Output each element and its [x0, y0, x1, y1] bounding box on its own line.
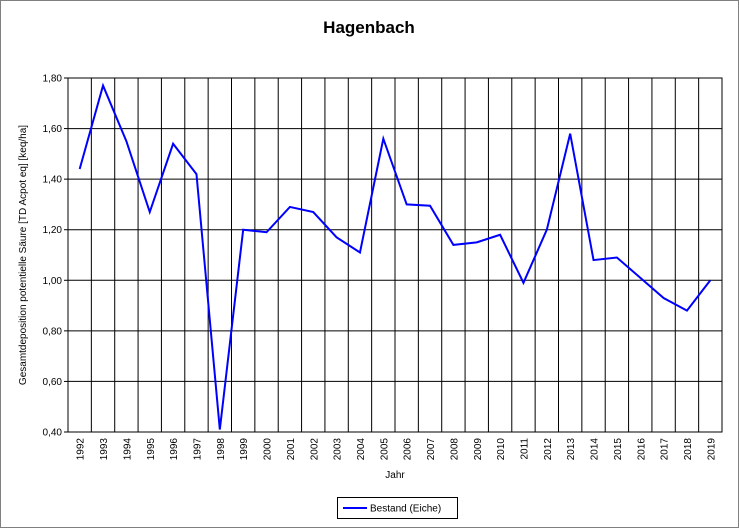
- x-tick-label: 2006: [403, 438, 414, 461]
- y-axis-label: Gesamtdeposition potentielle Säure [TD A…: [18, 125, 29, 385]
- x-tick-label: 2004: [356, 438, 367, 461]
- y-tick-label: 1,80: [43, 74, 63, 85]
- x-tick-label: 2000: [263, 438, 274, 461]
- x-tick-label: 2009: [473, 438, 484, 461]
- x-tick-label: 2011: [519, 438, 530, 460]
- x-tick-label: 1995: [146, 438, 157, 461]
- x-tick-label: 1998: [216, 438, 227, 461]
- chart-title: Hagenbach: [323, 18, 415, 37]
- x-tick-label: 2003: [333, 438, 344, 461]
- y-tick-label: 1,00: [43, 276, 63, 287]
- legend-box: [337, 497, 458, 519]
- y-tick-label: 0,80: [43, 326, 63, 337]
- x-tick-label: 1993: [99, 438, 110, 461]
- y-tick-label: 1,40: [43, 175, 63, 186]
- y-tick-label: 0,40: [43, 428, 63, 439]
- data-line: [78, 82, 712, 430]
- x-tick-label: 2012: [543, 438, 554, 461]
- y-tick-label: 0,60: [43, 377, 63, 388]
- x-tick-label: 2001: [286, 438, 297, 461]
- x-tick-label: 2016: [636, 438, 647, 461]
- y-tick-label: 1,20: [43, 225, 63, 236]
- x-tick-label: 2014: [590, 438, 601, 461]
- x-tick-label: 1997: [192, 438, 203, 461]
- x-tick-label: 1992: [76, 438, 87, 461]
- x-tick-label: 2018: [683, 438, 694, 461]
- x-tick-label: 1999: [239, 438, 250, 461]
- y-tick-label: 1,60: [43, 124, 63, 135]
- x-tick-label: 2019: [706, 438, 717, 461]
- x-tick-label: 2005: [379, 438, 390, 461]
- legend-label: Bestand (Eiche): [370, 504, 441, 515]
- x-tick-label: 2017: [660, 438, 671, 461]
- x-tick-label: 2007: [426, 438, 437, 461]
- x-tick-label: 1994: [122, 438, 133, 461]
- x-tick-label: 2015: [613, 438, 624, 461]
- x-tick-label: 1996: [169, 438, 180, 461]
- x-tick-label: 2013: [566, 438, 577, 461]
- x-axis-label: Jahr: [385, 470, 405, 481]
- x-tick-label: 2010: [496, 438, 507, 461]
- x-tick-label: 2002: [309, 438, 320, 461]
- x-tick-label: 2008: [449, 438, 460, 461]
